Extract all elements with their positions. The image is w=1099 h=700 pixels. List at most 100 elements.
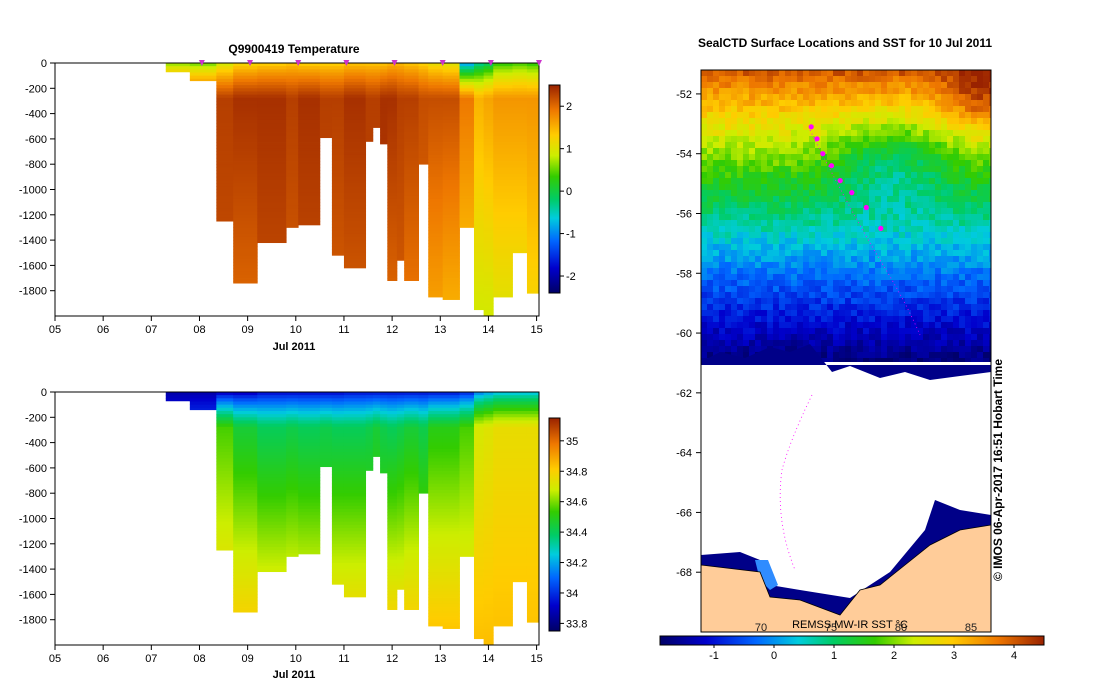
profile-cell [387, 217, 398, 222]
profile-cell [404, 271, 419, 276]
profile-cell [343, 404, 367, 409]
profile-cell [512, 515, 528, 519]
profile-cell [459, 455, 475, 459]
profile-cell [526, 398, 540, 402]
profile-cell [257, 524, 287, 529]
sst-cell [989, 214, 991, 221]
sst-cell [965, 208, 972, 215]
profile-cell [493, 217, 513, 222]
sst-cell [983, 196, 990, 203]
y-tick-label: -1800 [19, 286, 47, 298]
sst-cell [929, 280, 936, 287]
profile-cell [418, 467, 429, 472]
profile-cell [387, 436, 398, 440]
profile-cell [526, 63, 540, 67]
profile-cell [257, 66, 287, 70]
profile-cell [343, 588, 367, 592]
sst-cell [953, 214, 960, 221]
profile-cell [396, 474, 405, 478]
profile-cell [365, 129, 374, 133]
profile-cell [216, 63, 234, 67]
sst-cell [845, 262, 852, 269]
profile-cell [442, 110, 460, 114]
profile-cell [396, 69, 405, 73]
sst-cell [881, 310, 888, 317]
sst-cell [719, 226, 726, 233]
profile-cell [257, 202, 287, 206]
profile-cell [233, 610, 258, 613]
profile-cell [387, 202, 398, 206]
profile-cell [404, 588, 419, 592]
sst-cell [845, 124, 852, 131]
sst-cell [851, 166, 858, 173]
sst-cell [947, 250, 954, 257]
profile-cell [428, 527, 444, 532]
sst-cell [953, 244, 960, 251]
sst-cell [977, 172, 984, 179]
profile-cell [387, 189, 398, 194]
profile-cell [298, 493, 321, 497]
profile-cell [365, 110, 374, 114]
sst-cell [797, 304, 804, 311]
sst-cell [917, 310, 924, 317]
profile-cell [216, 180, 234, 184]
sst-cell [839, 112, 846, 119]
profile-cell [442, 442, 460, 447]
sst-cell [767, 322, 774, 329]
sst-cell [803, 268, 810, 275]
profile-cell [216, 189, 234, 194]
profile-cell [428, 572, 444, 576]
sst-cell [941, 190, 948, 197]
profile-cell [428, 607, 444, 611]
profile-cell [512, 186, 528, 190]
sst-cell [767, 268, 774, 275]
sst-cell [869, 184, 876, 191]
sst-cell [725, 226, 732, 233]
sst-cell [923, 274, 930, 281]
profile-cell [216, 401, 234, 406]
profile-cell [298, 496, 321, 500]
sst-cell [911, 94, 918, 101]
profile-cell [404, 565, 419, 570]
profile-cell [428, 486, 444, 491]
sst-cell [851, 220, 858, 227]
profile-cell [257, 442, 287, 447]
profile-cell [331, 502, 345, 507]
sst-cell [767, 100, 774, 107]
profile-cell [493, 527, 513, 532]
profile-cell [343, 543, 367, 548]
sst-cell [875, 226, 882, 233]
sst-cell [773, 88, 780, 95]
profile-cell [526, 401, 540, 406]
sst-cell [881, 280, 888, 287]
profile-cell [512, 236, 528, 241]
sst-cell [719, 322, 726, 329]
profile-cell [331, 442, 345, 447]
sst-cell [797, 88, 804, 95]
profile-cell [216, 164, 234, 168]
profile-cell [483, 88, 494, 92]
sst-cell [821, 70, 828, 77]
sst-cell [719, 304, 726, 311]
sst-cell [803, 328, 810, 335]
sst-cell [905, 190, 912, 197]
profile-cell [387, 113, 398, 118]
profile-cell [216, 499, 234, 504]
profile-cell [331, 164, 345, 168]
sst-cell [701, 124, 708, 131]
sst-cell [935, 130, 942, 137]
profile-cell [387, 471, 398, 475]
profile-cell [473, 442, 485, 447]
sst-cell [911, 238, 918, 245]
sst-cell [731, 316, 738, 323]
profile-cell [319, 119, 333, 124]
profile-cell [396, 414, 405, 418]
profile-cell [319, 429, 333, 434]
sst-cell [797, 76, 804, 83]
profile-cell [396, 161, 405, 165]
sst-cell [815, 322, 822, 329]
profile-cell [428, 107, 444, 111]
sst-cell [965, 166, 972, 173]
profile-cell [473, 398, 485, 402]
sst-cell [959, 154, 966, 161]
